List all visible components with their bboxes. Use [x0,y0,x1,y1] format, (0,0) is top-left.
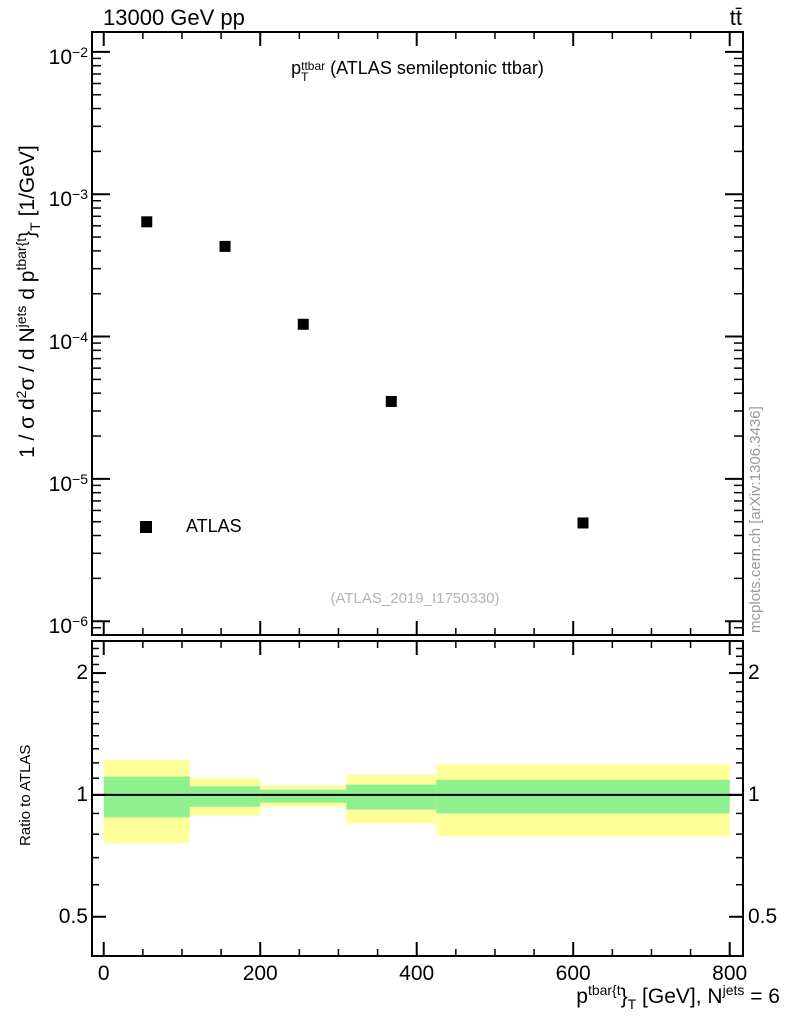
ratio-band-inner [346,784,437,810]
process-label: tt̄ [729,5,742,30]
ratio-y-tick-label: 2 [76,661,88,685]
y-tick-label: 10−4 [48,328,88,354]
analysis-watermark: (ATLAS_2019_I1750330) [330,590,500,607]
x-tick-label: 400 [399,962,435,985]
data-point-marker [577,517,589,529]
y-tick-label: 10−5 [48,470,88,496]
ratio-axis-title: Ratio to ATLAS [17,744,34,846]
ratio-y-tick-label: 0.5 [748,904,778,928]
ratio-y-tick-label: 0.5 [58,904,88,928]
ratio-band-inner [260,789,347,803]
plot-title-supsub: ttbar T [301,59,326,84]
x-tick-label: 0 [97,962,110,985]
ratio-band-inner [103,776,190,818]
x-tick-label: 200 [242,962,278,985]
data-point-marker [385,395,397,407]
main-frame [91,31,744,636]
data-point-marker [141,216,153,228]
x-axis-title: ptbar{t}T [GeV], Njets = 6 [576,982,780,1012]
ratio-band-inner [189,786,261,807]
y-tick-label: 10−6 [48,613,88,639]
y-tick-label: 10−2 [48,43,88,69]
ratio-y-tick-label: 2 [748,661,760,685]
data-point-marker [297,318,309,330]
data-point-marker [219,240,231,252]
legend-marker-square [140,521,152,533]
plot-title: p ttbar T (ATLAS semileptonic ttbar) [92,58,743,83]
legend-label: ATLAS [186,516,242,536]
ratio-band-inner [436,779,730,814]
collision-energy-label: 13000 GeV pp [103,5,245,30]
x-tick-label: 800 [712,962,748,985]
mcplots-side-note: mcplots.cern.ch [arXiv:1306.3436] [747,406,764,633]
plot-title-base: p [291,58,302,78]
ratio-y-tick-label: 1 [748,782,760,806]
ratio-y-tick-label: 1 [76,782,88,806]
plot-title-rest: (ATLAS semileptonic ttbar) [325,58,544,78]
x-tick-label: 600 [555,962,591,985]
y-tick-label: 10−3 [48,186,88,212]
